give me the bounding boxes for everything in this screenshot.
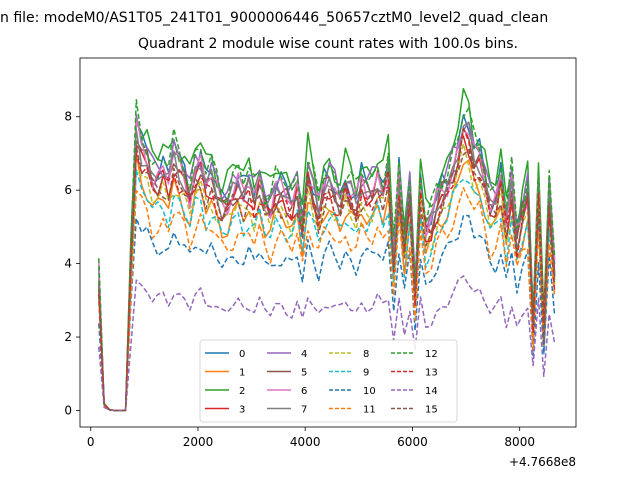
series-layer <box>98 87 556 412</box>
series-line-8 <box>98 142 556 412</box>
x-tick-label: 2000 <box>183 435 214 449</box>
series-line-15 <box>98 145 556 412</box>
legend-label-2: 2 <box>239 386 245 397</box>
x-offset-label: +4.7668e8 <box>509 455 576 469</box>
legend-label-8: 8 <box>363 349 369 360</box>
legend-label-1: 1 <box>239 368 245 379</box>
x-tick-label: 6000 <box>397 435 428 449</box>
series-line-7 <box>98 121 556 412</box>
legend-label-9: 9 <box>363 368 369 379</box>
y-tick-label: 8 <box>64 110 72 124</box>
series-line-4 <box>98 114 556 412</box>
legend-label-0: 0 <box>239 349 245 360</box>
series-line-5 <box>98 127 556 412</box>
series-line-12 <box>98 98 556 412</box>
legend-label-6: 6 <box>301 386 307 397</box>
y-tick-label: 6 <box>64 183 72 197</box>
x-tick-label: 8000 <box>504 435 535 449</box>
legend-label-13: 13 <box>425 368 438 379</box>
y-axis: 0 2 4 6 8 <box>64 110 80 417</box>
legend-label-7: 7 <box>301 405 307 416</box>
x-axis: 0 2000 4000 6000 8000 <box>87 427 535 449</box>
legend-label-3: 3 <box>239 405 245 416</box>
y-tick-label: 0 <box>64 403 72 417</box>
legend-label-14: 14 <box>425 386 438 397</box>
legend-label-4: 4 <box>301 349 307 360</box>
x-tick-label: 0 <box>87 435 95 449</box>
legend-label-10: 10 <box>363 386 376 397</box>
legend-box <box>199 339 458 423</box>
series-line-14 <box>98 275 556 412</box>
plot-frame <box>79 57 577 428</box>
series-line-11 <box>98 187 556 412</box>
legend-label-12: 12 <box>425 349 438 360</box>
figure-suptitle: n file: modeM0/AS1T05_241T01_9000006446_… <box>0 10 549 26</box>
y-tick-label: 4 <box>64 257 72 271</box>
x-tick-label: 4000 <box>290 435 321 449</box>
series-line-10 <box>98 214 556 412</box>
series-line-1 <box>98 152 556 412</box>
series-line-9 <box>98 169 556 412</box>
legend-label-11: 11 <box>363 405 376 416</box>
y-tick-label: 2 <box>64 330 72 344</box>
legend-label-5: 5 <box>301 368 307 379</box>
chart-title: Quadrant 2 module wise count rates with … <box>138 36 518 52</box>
legend-label-15: 15 <box>425 405 438 416</box>
